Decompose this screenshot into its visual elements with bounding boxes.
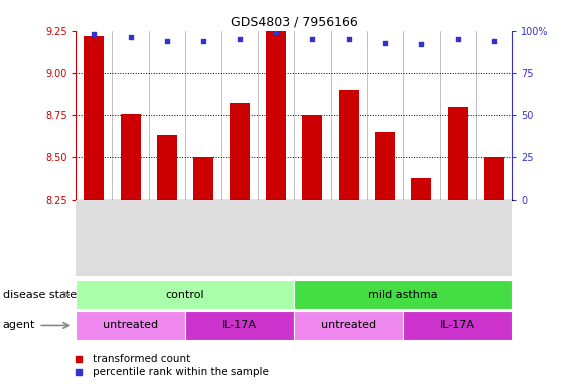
Point: [90, 31, 99, 37]
Bar: [339, 90, 359, 200]
Text: untreated: untreated: [321, 320, 376, 331]
Text: GSM872423: GSM872423: [271, 204, 280, 258]
Bar: [120, 114, 141, 200]
Point: [417, 41, 426, 47]
Bar: [484, 157, 504, 200]
Text: IL-17A: IL-17A: [222, 320, 257, 331]
Bar: [84, 36, 104, 200]
Point: [162, 38, 171, 44]
Text: untreated: untreated: [103, 320, 158, 331]
Point: [381, 40, 390, 46]
Bar: [193, 157, 213, 200]
Title: GDS4803 / 7956166: GDS4803 / 7956166: [231, 15, 358, 28]
Bar: [448, 107, 468, 200]
Text: GSM872428: GSM872428: [381, 204, 390, 258]
Text: agent: agent: [3, 320, 35, 331]
Bar: [266, 31, 286, 200]
Point: [126, 35, 135, 41]
Point: [199, 38, 208, 44]
Text: transformed count: transformed count: [93, 354, 190, 364]
Text: GSM872427: GSM872427: [453, 204, 462, 258]
Text: GSM872426: GSM872426: [344, 204, 353, 258]
Point: [344, 36, 353, 42]
Text: GSM872429: GSM872429: [490, 204, 499, 258]
Text: GSM872424: GSM872424: [308, 204, 317, 258]
Point: [490, 38, 499, 44]
Text: disease state: disease state: [3, 290, 77, 300]
Text: GSM872420: GSM872420: [126, 204, 135, 258]
Bar: [230, 103, 249, 200]
Point: [235, 36, 244, 42]
Text: control: control: [166, 290, 204, 300]
Text: GSM872422: GSM872422: [162, 204, 171, 258]
Text: mild asthma: mild asthma: [368, 290, 438, 300]
Text: GSM872419: GSM872419: [199, 204, 208, 258]
Bar: [375, 132, 395, 200]
Point: [308, 36, 317, 42]
Text: GSM872425: GSM872425: [417, 204, 426, 258]
Bar: [412, 178, 431, 200]
Point: [453, 36, 462, 42]
Text: GSM872421: GSM872421: [235, 204, 244, 258]
Text: percentile rank within the sample: percentile rank within the sample: [93, 367, 269, 377]
Bar: [302, 115, 323, 200]
Bar: [157, 136, 177, 200]
Text: GSM872418: GSM872418: [90, 204, 99, 258]
Point: [271, 29, 280, 35]
Text: IL-17A: IL-17A: [440, 320, 475, 331]
